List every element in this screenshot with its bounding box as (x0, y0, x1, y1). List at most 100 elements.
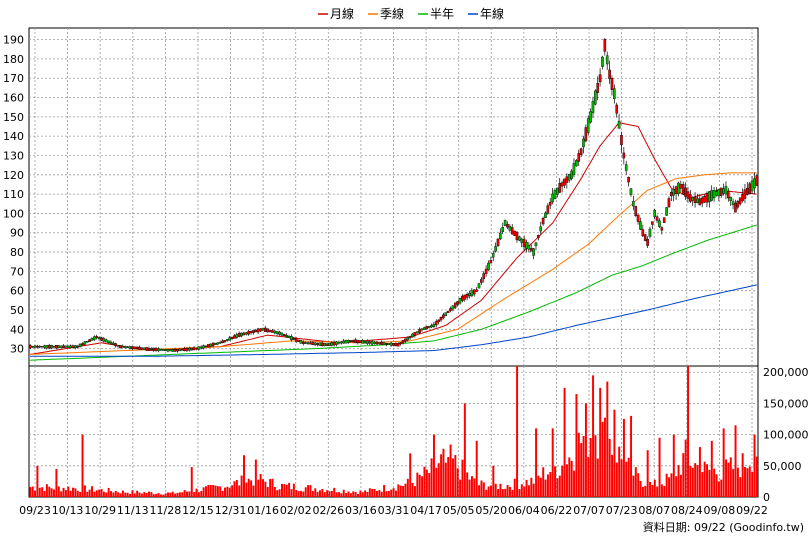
volume-bar (356, 494, 359, 497)
candle-body (316, 343, 319, 345)
candle-body (358, 340, 362, 344)
candle-body (755, 175, 759, 186)
candle-body (180, 349, 184, 351)
candle-body (368, 341, 372, 344)
candle-body (480, 279, 483, 283)
candle-body (605, 55, 609, 65)
candle-body (560, 182, 564, 187)
date-tick-label: 09/23 (19, 504, 51, 517)
volume-bar (364, 490, 367, 497)
candle-body (579, 148, 583, 155)
volume-bar (29, 487, 32, 497)
candle-body (102, 338, 106, 342)
candle-body (684, 187, 687, 197)
candle-body (558, 182, 562, 193)
volume-bar (751, 471, 754, 497)
candle-body (366, 340, 369, 344)
volume-bar (259, 474, 262, 497)
volume-bar (696, 465, 699, 497)
volume-bar (499, 483, 502, 497)
date-tick-label: 12/31 (215, 504, 247, 517)
volume-bar (554, 466, 557, 497)
volume-tick-label: 0 (763, 491, 770, 504)
date-tick-label: 11/13 (117, 504, 149, 517)
candle-body (451, 305, 455, 310)
candle-body (620, 135, 623, 145)
candle-body (130, 346, 134, 350)
candle-body (123, 346, 127, 348)
candle-body (651, 221, 654, 225)
volume-bar (601, 421, 604, 497)
date-axis: 09/23 10/13 10/29 11/13 11/28 12/15 12/31 01/16… (19, 504, 768, 517)
volume-bar (435, 467, 438, 497)
volume-bar (480, 480, 483, 497)
volume-bar (91, 486, 94, 497)
candle-body (646, 238, 649, 246)
volume-bar (516, 366, 519, 497)
candle-body (522, 238, 526, 248)
candle-body (197, 346, 201, 350)
volume-bar (651, 484, 654, 497)
volume-bar (278, 489, 281, 497)
volume-bar (672, 434, 675, 497)
volume-bar (295, 489, 298, 497)
volume-bar (390, 489, 393, 497)
candle-body (45, 345, 49, 349)
volume-bar (394, 490, 397, 497)
candle-body (489, 260, 493, 264)
candle-body (420, 328, 424, 331)
candle-body (385, 343, 388, 345)
candle-body (152, 347, 155, 351)
candle-body (330, 342, 334, 346)
volume-bar (729, 457, 732, 497)
price-tick-label: 170 (3, 72, 24, 85)
volume-bar (167, 492, 170, 497)
candle-body (223, 340, 227, 342)
candle-body (178, 348, 182, 352)
volume-bar (606, 381, 609, 497)
candle-body (225, 339, 229, 341)
volume-bar (622, 419, 625, 497)
candle-body (653, 209, 657, 217)
volume-bar (86, 491, 89, 497)
volume-bar (689, 466, 692, 497)
candle-body (93, 336, 96, 340)
candle-body (176, 349, 179, 352)
volume-bar (45, 484, 48, 497)
volume-bar (181, 492, 184, 497)
volume-bar (630, 415, 633, 497)
price-axis: 30 40 50 60 70 80 90 100 110 120 130 140 150 160 170 18… (3, 34, 24, 356)
data-date-note: 資料日期: 09/22 (Goodinfo.tw) (643, 520, 804, 534)
volume-bar (319, 490, 321, 497)
volume-bar (178, 492, 181, 497)
candle-body (662, 217, 666, 223)
candle-body (712, 190, 716, 199)
candle-body (282, 334, 286, 337)
price-tick-label: 130 (3, 149, 24, 162)
candle-body (586, 118, 590, 133)
candle-body (427, 325, 431, 329)
volume-bar (459, 479, 462, 497)
candle-body (183, 348, 186, 351)
volume-bar (710, 440, 713, 497)
legend-label-3: 年線 (480, 6, 504, 21)
candle-body (722, 188, 725, 194)
candle-body (565, 176, 569, 183)
volume-bar (561, 465, 564, 497)
candle-body (541, 218, 545, 225)
volume-bar (470, 476, 473, 497)
volume-bar (736, 467, 739, 497)
candle-body (373, 341, 376, 344)
volume-bar (53, 489, 56, 497)
volume-bar (518, 489, 521, 497)
candle-body (399, 342, 402, 345)
volume-bar (41, 487, 44, 497)
price-tick-label: 140 (3, 130, 24, 143)
volume-bar (592, 375, 595, 497)
volume-bar (124, 492, 127, 497)
candle-body (185, 348, 189, 351)
volume-bar (57, 486, 60, 497)
candle-body (259, 328, 262, 332)
volume-bar (316, 491, 319, 497)
candle-body (190, 347, 193, 351)
